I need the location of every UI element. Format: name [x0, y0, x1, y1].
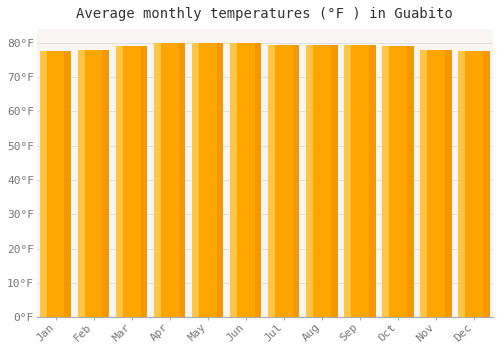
Bar: [483, 51, 490, 317]
Bar: [230, 43, 262, 317]
Bar: [216, 43, 224, 317]
Bar: [116, 46, 148, 317]
Bar: [154, 43, 186, 317]
Bar: [458, 51, 490, 317]
Title: Average monthly temperatures (°F ) in Guabito: Average monthly temperatures (°F ) in Gu…: [76, 7, 454, 21]
Bar: [382, 46, 390, 317]
Bar: [116, 46, 123, 317]
Bar: [344, 44, 376, 317]
Bar: [368, 44, 376, 317]
Bar: [420, 50, 428, 317]
Bar: [268, 44, 275, 317]
Bar: [64, 51, 71, 317]
Bar: [254, 43, 262, 317]
Bar: [458, 51, 466, 317]
Bar: [40, 51, 72, 317]
Bar: [306, 44, 313, 317]
Bar: [102, 50, 110, 317]
Bar: [178, 43, 186, 317]
Bar: [78, 50, 85, 317]
Bar: [154, 43, 161, 317]
Bar: [292, 44, 300, 317]
Bar: [40, 51, 47, 317]
Bar: [268, 44, 300, 317]
Bar: [330, 44, 338, 317]
Bar: [444, 50, 452, 317]
Bar: [192, 43, 224, 317]
Bar: [420, 50, 452, 317]
Bar: [78, 50, 110, 317]
Bar: [382, 46, 414, 317]
Bar: [192, 43, 199, 317]
Bar: [344, 44, 351, 317]
Bar: [306, 44, 338, 317]
Bar: [406, 46, 414, 317]
Bar: [140, 46, 147, 317]
Bar: [230, 43, 237, 317]
